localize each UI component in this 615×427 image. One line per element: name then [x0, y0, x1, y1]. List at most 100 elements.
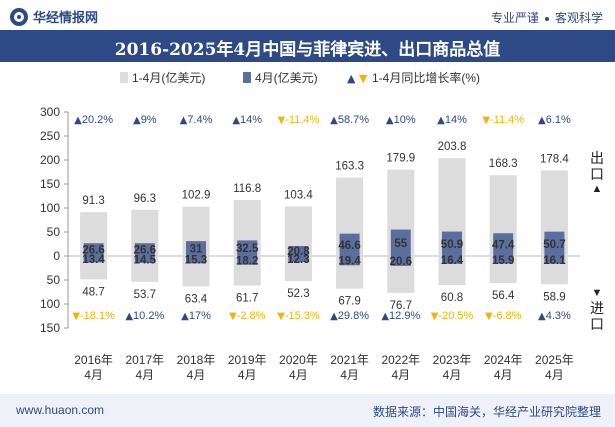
- triangle-up-icon: ▲: [181, 311, 189, 322]
- chart-area: 1-4月(亿美元) 4月(亿美元) ▲ ▼ 1-4月同比增长率(%)3002502001…: [40, 70, 580, 382]
- export-month-label: 50.7: [543, 239, 565, 251]
- x-tick-label: 4月: [187, 368, 206, 382]
- import-cumulative-label: 63.4: [185, 293, 208, 305]
- import-label-text: 进口: [590, 300, 604, 332]
- growth-value: 14%: [240, 114, 262, 126]
- triangle-up-icon: ▲: [538, 115, 546, 126]
- growth-value: 10%: [394, 114, 416, 126]
- triangle-up-icon: ▲: [381, 311, 389, 322]
- import-cumulative-label: 76.7: [390, 300, 412, 312]
- legend: 1-4月(亿美元) 4月(亿美元) ▲ ▼ 1-4月同比增长率(%): [120, 70, 480, 85]
- export-month-label: 26.6: [82, 245, 104, 257]
- tagline-left: 专业严谨: [490, 11, 539, 25]
- import-month-bar: [83, 256, 104, 263]
- export-cumulative-label: 116.8: [233, 183, 261, 195]
- export-month-bar: [186, 241, 206, 256]
- export-month-label: 50.9: [441, 239, 463, 251]
- footer: www.huaon.com 数据来源：中国海关，华经产业研究院整理: [0, 394, 615, 427]
- import-month-label: 14.5: [134, 254, 157, 266]
- x-tick-label: 2025年: [535, 353, 574, 367]
- growth-value: 9%: [141, 114, 157, 126]
- triangle-down-icon: ▼: [229, 311, 237, 322]
- x-tick-label: 2019年: [228, 353, 267, 367]
- import-month-bar: [288, 256, 309, 262]
- export-growth-label: ▲9%: [133, 114, 157, 126]
- triangle-down-icon: ▼: [482, 115, 490, 126]
- export-month-bar: [390, 229, 411, 256]
- x-tick-label: 2021年: [330, 353, 369, 367]
- import-growth-label: ▲10.2%: [125, 310, 164, 322]
- footer-source: 数据来源：中国海关，华经产业研究院整理: [372, 405, 601, 419]
- export-month-label: 47.4: [492, 240, 515, 252]
- export-growth-label: ▲6.1%: [538, 114, 571, 126]
- export-month-bar: [134, 243, 155, 256]
- bullet-icon: [544, 16, 549, 21]
- growth-value: 14%: [445, 114, 467, 126]
- triangle-down-icon: ▼: [278, 115, 286, 126]
- export-growth-label: ▲58.7%: [330, 114, 369, 126]
- export-cumulative-label: 203.8: [438, 141, 467, 153]
- import-cumulative-label: 60.8: [441, 292, 463, 304]
- import-month-label: 19.4: [338, 256, 361, 268]
- x-tick-label: 4月: [135, 368, 154, 382]
- import-growth-label: ▲4.3%: [538, 310, 571, 322]
- x-tick-label: 4月: [289, 368, 308, 382]
- x-tick-label: 2018年: [177, 353, 216, 367]
- import-month-label: 12.3: [287, 254, 309, 266]
- triangle-up-icon: ▲: [386, 115, 394, 126]
- brand[interactable]: 华经情报网: [10, 7, 98, 26]
- export-cumulative-label: 91.3: [82, 195, 104, 207]
- growth-value: -6.8%: [493, 310, 522, 322]
- import-month-bar: [186, 256, 206, 264]
- import-cumulative-label: 56.4: [492, 290, 515, 302]
- tagline: 专业严谨 客观科学: [491, 9, 603, 26]
- import-cumulative-label: 58.9: [543, 291, 565, 303]
- import-month-bar: [544, 256, 565, 264]
- triangle-up-icon: ▲: [74, 115, 82, 126]
- export-growth-label: ▲10%: [386, 114, 416, 126]
- export-month-bar: [237, 240, 258, 256]
- x-tick-label: 4月: [443, 368, 462, 382]
- y-tick-label: 200: [40, 153, 60, 167]
- import-cumulative-label: 52.3: [287, 288, 309, 300]
- triangle-up-icon: ▲: [330, 311, 338, 322]
- triangle-down-icon: ▼: [277, 311, 285, 322]
- x-tick-label: 4月: [84, 368, 103, 382]
- export-month-bar: [288, 246, 309, 256]
- triangle-up-icon: ▲: [232, 115, 240, 126]
- brand-name: 华经情报网: [33, 10, 99, 25]
- import-growth-label: ▲17%: [181, 310, 211, 322]
- export-month-bar: [493, 233, 514, 256]
- export-month-label: 55: [394, 238, 407, 250]
- triangle-up-icon: ▲: [330, 115, 338, 126]
- export-month-label: 20.8: [287, 246, 310, 258]
- legend-down-triangle-icon: ▼: [359, 72, 368, 85]
- y-tick-label: 300: [40, 105, 60, 119]
- triangle-up-icon: ▲: [437, 115, 445, 126]
- footer-site-link[interactable]: www.huaon.com: [16, 403, 105, 417]
- import-month-bar: [339, 256, 360, 266]
- import-month-bar: [237, 256, 258, 265]
- growth-value: 58.7%: [338, 114, 369, 126]
- export-cumulative-label: 178.4: [540, 153, 569, 165]
- import-growth-label: ▼-6.8%: [485, 310, 522, 322]
- x-tick-label: 4月: [238, 368, 257, 382]
- export-month-bar: [442, 231, 462, 256]
- y-tick-label: 100: [40, 201, 60, 215]
- import-month-bar: [442, 256, 462, 264]
- export-growth-label: ▲14%: [437, 114, 467, 126]
- triangle-up-icon: ▲: [180, 115, 188, 126]
- import-month-label: 20.6: [390, 256, 412, 268]
- growth-value: 7.4%: [187, 114, 212, 126]
- export-cumulative-label: 103.4: [284, 189, 313, 201]
- x-tick-label: 2016年: [74, 353, 113, 367]
- import-month-label: 18.2: [236, 255, 258, 267]
- growth-value: 4.3%: [546, 310, 571, 322]
- growth-value: -11.4%: [285, 114, 319, 126]
- growth-value: -11.4%: [490, 114, 524, 126]
- title-bar: 2016-2025年4月中国与菲律宾进、出口商品总值: [0, 30, 615, 62]
- legend-swatch-0: [120, 72, 128, 83]
- growth-value: -18.1%: [80, 310, 115, 322]
- triangle-down-icon: ▼: [591, 287, 603, 299]
- import-month-label: 15.9: [492, 255, 514, 267]
